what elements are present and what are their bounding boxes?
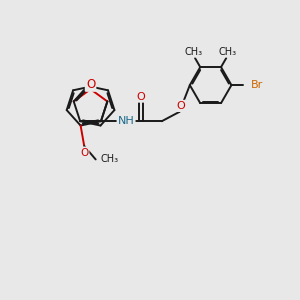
Text: O: O [80, 148, 88, 158]
Text: CH₃: CH₃ [184, 46, 202, 56]
Text: Br: Br [250, 80, 263, 90]
Text: O: O [176, 101, 185, 111]
Text: CH₃: CH₃ [100, 154, 118, 164]
Text: O: O [136, 92, 145, 102]
Text: NH: NH [118, 116, 134, 126]
Text: CH₃: CH₃ [219, 46, 237, 56]
Text: O: O [86, 78, 95, 91]
